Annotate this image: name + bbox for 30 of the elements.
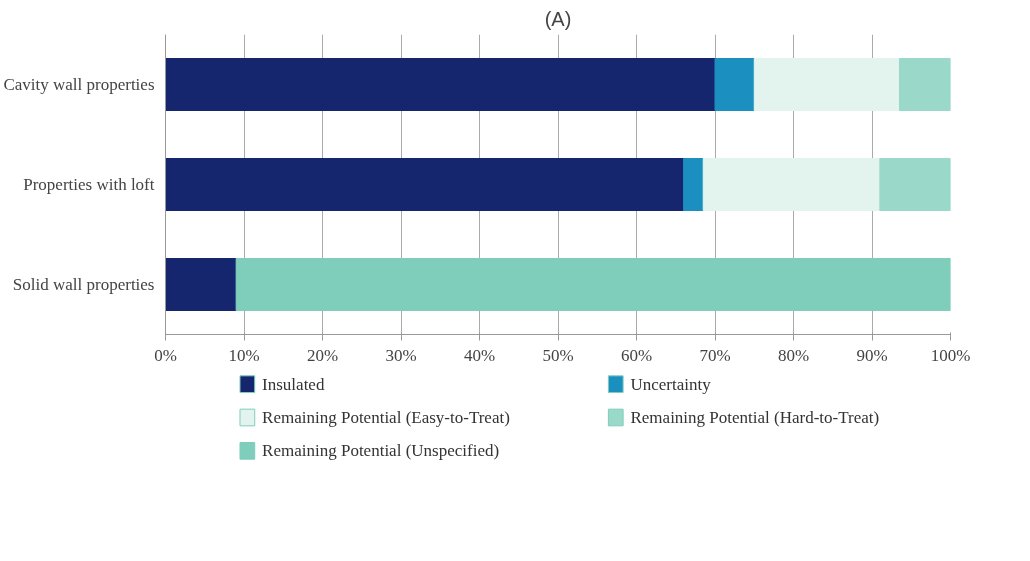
x-tick-label: 50% bbox=[542, 345, 574, 365]
legend-label: Uncertainty bbox=[630, 374, 712, 394]
bar bbox=[165, 158, 685, 211]
x-tick-label: 30% bbox=[385, 345, 417, 365]
legend-label: Insulated bbox=[262, 374, 325, 394]
x-tick-label: 40% bbox=[463, 345, 496, 365]
chart-title: (A) bbox=[544, 7, 572, 30]
x-tick-label: 60% bbox=[620, 345, 653, 365]
bar bbox=[898, 58, 951, 111]
y-tick-label: Solid wall properties bbox=[12, 275, 155, 294]
bar bbox=[235, 258, 951, 311]
bar bbox=[165, 58, 716, 111]
x-tick-label: 70% bbox=[699, 345, 731, 365]
bar bbox=[683, 158, 704, 211]
bar bbox=[165, 258, 237, 311]
bar bbox=[714, 58, 755, 111]
y-tick-label: Cavity wall properties bbox=[3, 75, 155, 94]
x-tick-label: 100% bbox=[930, 345, 971, 365]
legend-label: Remaining Potential (Hard-to-Treat) bbox=[630, 408, 880, 427]
legend-label: Remaining Potential (Easy-to-Treat) bbox=[262, 408, 510, 427]
bar bbox=[702, 158, 881, 211]
x-tick-label: 10% bbox=[228, 345, 260, 365]
x-tick-label: 80% bbox=[777, 345, 810, 365]
x-tick-label: 0% bbox=[154, 345, 177, 365]
bar bbox=[879, 158, 951, 211]
legend-label: Remaining Potential (Unspecified) bbox=[262, 441, 500, 461]
bar bbox=[753, 58, 900, 111]
x-tick-label: 20% bbox=[306, 345, 339, 365]
x-tick-label: 90% bbox=[856, 345, 888, 365]
y-tick-label: Properties with loft bbox=[23, 175, 155, 194]
